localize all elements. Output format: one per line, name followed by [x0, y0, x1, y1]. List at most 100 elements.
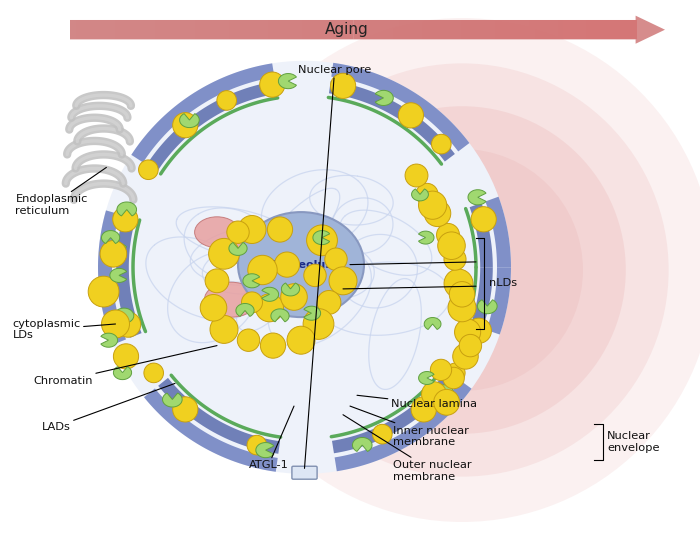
Ellipse shape — [223, 232, 274, 265]
Bar — [382, 20, 388, 39]
Bar — [127, 20, 132, 39]
Bar — [456, 20, 461, 39]
Bar — [592, 20, 597, 39]
Bar — [399, 20, 405, 39]
Ellipse shape — [260, 333, 286, 358]
Polygon shape — [144, 388, 278, 472]
Bar — [575, 20, 580, 39]
Text: Nuclear
envelope: Nuclear envelope — [607, 431, 659, 453]
Bar — [421, 20, 427, 39]
Ellipse shape — [330, 73, 356, 98]
Bar — [626, 20, 631, 39]
Polygon shape — [98, 211, 126, 345]
Wedge shape — [162, 393, 182, 407]
Wedge shape — [375, 90, 393, 105]
Ellipse shape — [274, 252, 300, 277]
Bar — [116, 20, 121, 39]
Ellipse shape — [449, 281, 475, 307]
Ellipse shape — [98, 61, 511, 474]
Bar — [580, 20, 586, 39]
Ellipse shape — [405, 164, 428, 187]
Polygon shape — [132, 63, 274, 163]
Bar — [438, 20, 444, 39]
Ellipse shape — [304, 264, 326, 287]
Ellipse shape — [431, 134, 451, 154]
Bar — [597, 20, 603, 39]
Wedge shape — [435, 385, 453, 400]
Ellipse shape — [200, 294, 227, 321]
Bar — [427, 20, 433, 39]
Bar — [467, 20, 473, 39]
Polygon shape — [158, 378, 280, 454]
Bar — [388, 20, 393, 39]
Bar — [608, 20, 615, 39]
Ellipse shape — [88, 276, 119, 307]
Ellipse shape — [466, 318, 491, 343]
Bar — [144, 20, 149, 39]
Ellipse shape — [445, 363, 465, 383]
Bar — [507, 20, 512, 39]
Bar — [155, 20, 161, 39]
Bar — [524, 20, 529, 39]
Bar — [314, 20, 319, 39]
Bar — [535, 20, 540, 39]
Ellipse shape — [173, 113, 198, 138]
Wedge shape — [243, 274, 260, 288]
Bar — [529, 20, 535, 39]
Ellipse shape — [113, 344, 139, 369]
Polygon shape — [486, 267, 511, 334]
Bar — [370, 20, 376, 39]
Polygon shape — [335, 381, 472, 471]
Wedge shape — [468, 190, 486, 205]
Ellipse shape — [209, 238, 239, 269]
Bar — [376, 20, 382, 39]
Text: Nuclear lamina: Nuclear lamina — [357, 395, 477, 409]
Wedge shape — [271, 309, 289, 322]
Bar — [410, 20, 416, 39]
Bar — [365, 20, 370, 39]
Bar — [325, 20, 331, 39]
Wedge shape — [281, 283, 300, 296]
Ellipse shape — [256, 63, 668, 477]
Ellipse shape — [444, 269, 473, 298]
Wedge shape — [117, 202, 136, 216]
Wedge shape — [229, 242, 247, 255]
Bar — [195, 20, 200, 39]
Bar — [433, 20, 438, 39]
Bar — [495, 20, 501, 39]
Bar — [76, 20, 81, 39]
Polygon shape — [470, 203, 493, 267]
Bar — [348, 20, 354, 39]
Text: Inner nuclear
membrane: Inner nuclear membrane — [350, 406, 469, 447]
Text: ATGL-1: ATGL-1 — [248, 406, 294, 470]
Text: LADs: LADs — [42, 383, 175, 431]
Bar — [297, 20, 302, 39]
Ellipse shape — [173, 397, 198, 422]
Bar — [98, 20, 104, 39]
Wedge shape — [412, 189, 428, 201]
Bar — [478, 20, 484, 39]
Ellipse shape — [287, 326, 315, 354]
Ellipse shape — [116, 312, 141, 337]
Bar — [70, 20, 76, 39]
Ellipse shape — [210, 315, 238, 343]
Ellipse shape — [100, 240, 127, 267]
Bar — [540, 20, 546, 39]
Wedge shape — [313, 231, 330, 245]
Bar — [302, 20, 308, 39]
Wedge shape — [116, 308, 134, 323]
Bar — [149, 20, 155, 39]
Bar — [416, 20, 421, 39]
Bar — [104, 20, 110, 39]
Ellipse shape — [454, 319, 481, 345]
Bar — [200, 20, 206, 39]
Text: nLDs: nLDs — [489, 279, 517, 288]
Ellipse shape — [329, 267, 357, 295]
Wedge shape — [102, 231, 120, 244]
Bar — [211, 20, 218, 39]
Ellipse shape — [204, 282, 258, 317]
Bar — [240, 20, 246, 39]
Polygon shape — [332, 370, 457, 453]
Ellipse shape — [256, 294, 284, 322]
Ellipse shape — [238, 212, 364, 317]
